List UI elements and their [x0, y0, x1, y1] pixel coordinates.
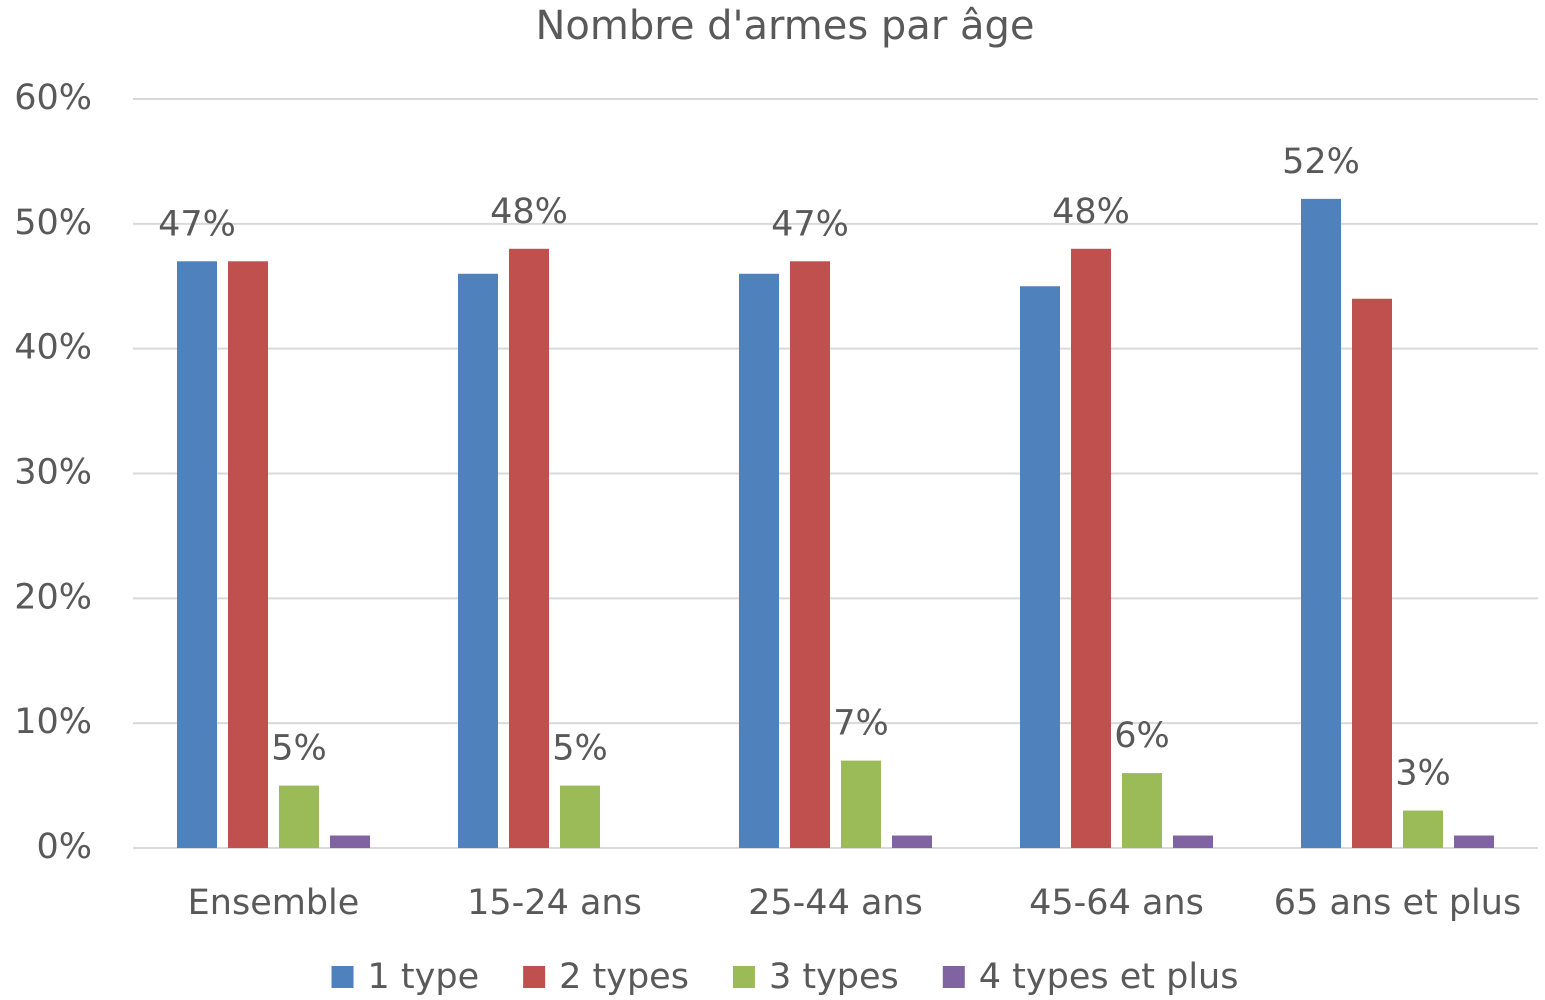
- bar: [1403, 810, 1443, 848]
- bar: [790, 261, 830, 848]
- legend-label: 3 types: [769, 957, 899, 997]
- bar: [739, 273, 779, 848]
- legend-swatch: [732, 966, 755, 988]
- legend-label: 4 types et plus: [979, 957, 1239, 997]
- data-label: 5%: [552, 729, 608, 769]
- bar: [330, 835, 370, 848]
- data-label: 3%: [1395, 754, 1451, 794]
- data-label: 7%: [833, 704, 889, 744]
- y-tick-label: 0%: [36, 827, 92, 867]
- data-label: 6%: [1114, 716, 1170, 756]
- y-tick-label: 50%: [14, 203, 92, 243]
- bar: [1173, 835, 1213, 848]
- legend-swatch: [331, 966, 354, 988]
- data-label: 52%: [1282, 142, 1360, 182]
- bar: [1071, 248, 1111, 849]
- x-tick-label: Ensemble: [188, 883, 360, 923]
- bar: [177, 261, 217, 848]
- y-tick-label: 20%: [14, 577, 92, 617]
- y-tick-label: 40%: [14, 328, 92, 368]
- bar: [1301, 198, 1341, 848]
- y-tick-label: 30%: [14, 453, 92, 493]
- y-tick-label: 10%: [14, 702, 92, 742]
- legend-label: 2 types: [559, 957, 689, 997]
- bar: [228, 261, 268, 848]
- bar: [1454, 835, 1494, 848]
- bar: [509, 248, 549, 849]
- legend-swatch: [523, 966, 546, 988]
- data-label: 47%: [158, 204, 236, 244]
- y-tick-label: 60%: [14, 78, 92, 118]
- x-tick-label: 65 ans et plus: [1274, 883, 1521, 923]
- data-label: 47%: [771, 204, 849, 244]
- data-label: 5%: [271, 729, 327, 769]
- bar: [892, 835, 932, 848]
- bar: [458, 273, 498, 848]
- bar: [279, 785, 319, 848]
- data-label: 48%: [1052, 192, 1130, 232]
- x-tick-label: 45-64 ans: [1029, 883, 1204, 923]
- bar: [1020, 286, 1060, 848]
- bar: [1352, 298, 1392, 848]
- x-tick-label: 25-44 ans: [748, 883, 923, 923]
- legend-swatch: [942, 966, 965, 988]
- chart-title: Nombre d'armes par âge: [536, 3, 1035, 49]
- bar: [1122, 773, 1162, 848]
- bar: [841, 760, 881, 848]
- bar: [560, 785, 600, 848]
- legend-label: 1 type: [368, 957, 480, 997]
- data-label: 48%: [490, 192, 568, 232]
- x-tick-label: 15-24 ans: [467, 883, 642, 923]
